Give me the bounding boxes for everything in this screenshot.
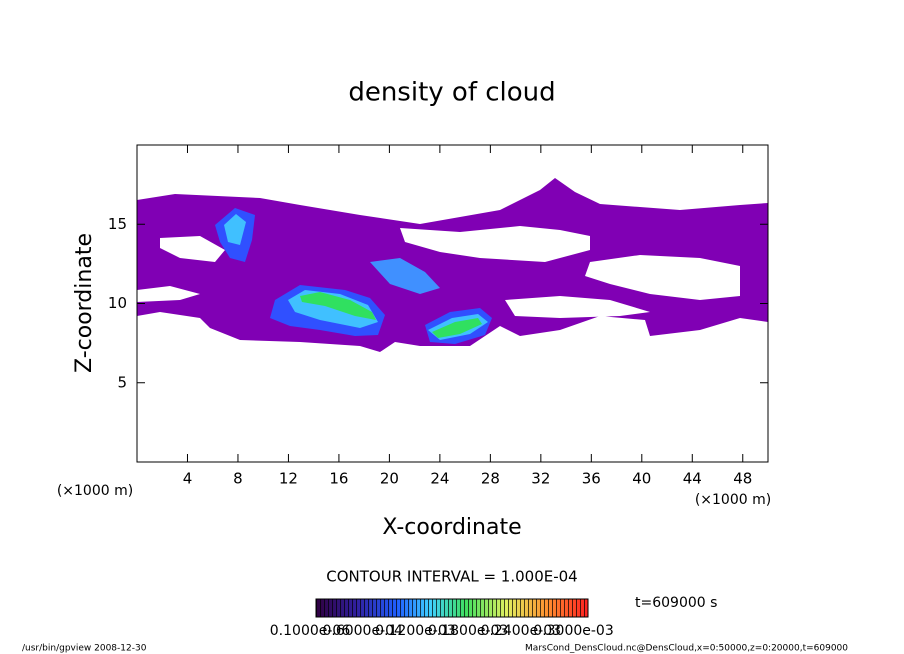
- footer-right: MarsCond_DensCloud.nc@DensCloud,x=0:5000…: [525, 644, 848, 654]
- colorbar-label: 0.2400e-03: [481, 623, 561, 639]
- x-tick-label: 44: [683, 470, 702, 488]
- x-tick-label: 24: [430, 470, 449, 488]
- x-axis-title: X-coordinate: [382, 515, 521, 540]
- y-tick-label: 5: [117, 373, 127, 391]
- cloud-field: [137, 178, 768, 352]
- chart-title: density of cloud: [348, 78, 555, 108]
- x-tick-label: 36: [582, 470, 601, 488]
- x-tick-label: 40: [632, 470, 651, 488]
- x-tick-label: 32: [531, 470, 550, 488]
- contour-interval: CONTOUR INTERVAL = 1.000E-04: [326, 568, 577, 586]
- x-unit: (×1000 m): [695, 492, 771, 508]
- x-tick-label: 16: [329, 470, 348, 488]
- y-unit: (×1000 m): [57, 483, 133, 499]
- x-tick-label: 48: [733, 470, 752, 488]
- y-axis-title: Z-coordinate: [72, 233, 97, 373]
- colorbar-label: 0.3000e-03: [533, 623, 613, 639]
- x-tick-label: 28: [481, 470, 500, 488]
- colorbar-label: 0.1200e-03: [375, 623, 455, 639]
- colorbar-label: 0.1000e-06: [270, 623, 351, 639]
- x-tick-label: 8: [233, 470, 243, 488]
- x-tick-label: 12: [279, 470, 298, 488]
- x-tick-label: 20: [380, 470, 399, 488]
- footer-left: /usr/bin/gpview 2008-12-30: [22, 644, 147, 654]
- time-label: t=609000 s: [635, 595, 717, 611]
- colorbar-lines: [315, 598, 589, 618]
- colorbar-label: 0.6000e-04: [322, 623, 403, 639]
- colorbar-label: 0.1800e-03: [428, 623, 508, 639]
- y-tick-label: 15: [108, 215, 127, 233]
- x-tick-label: 4: [183, 470, 193, 488]
- y-tick-label: 10: [108, 294, 127, 312]
